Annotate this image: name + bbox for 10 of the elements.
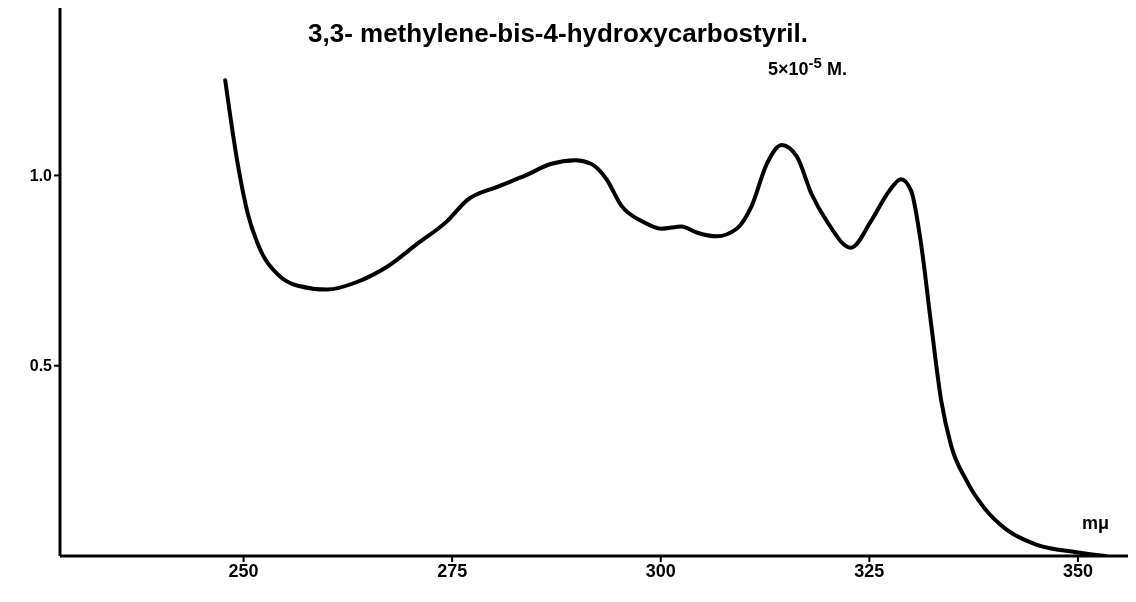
x-tick-label: 325: [854, 560, 885, 581]
x-tick-label: 300: [645, 560, 676, 581]
y-tick-label: 1.0: [29, 167, 53, 185]
x-tick-label: 350: [1062, 560, 1093, 581]
x-tick-label: 275: [437, 560, 468, 581]
chart-title: 3,3- methylene-bis-4-hydroxycarbostyril.: [308, 18, 808, 49]
x-tick-label: 250: [228, 560, 259, 581]
text: 5×10$^{-5}$ M.: [768, 54, 847, 79]
y-tick-label: 0.5: [29, 357, 53, 375]
x-axis-title: mμ: [1082, 513, 1110, 534]
